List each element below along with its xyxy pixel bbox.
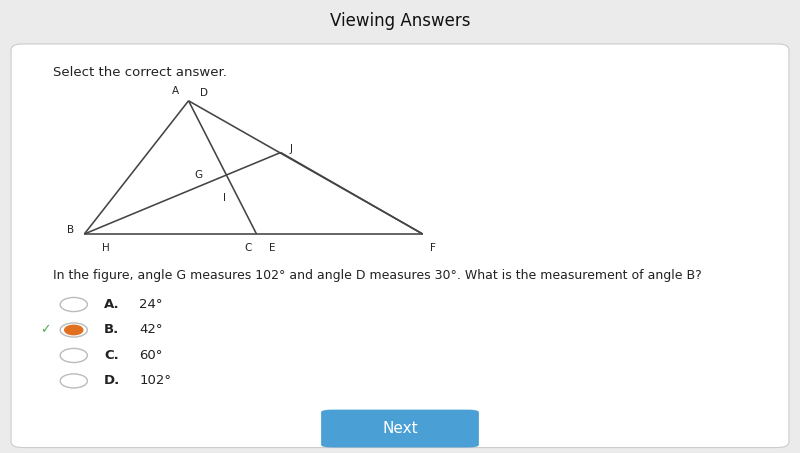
Text: A: A (172, 86, 179, 96)
FancyBboxPatch shape (11, 44, 789, 448)
Text: ✓: ✓ (40, 323, 50, 337)
Text: 60°: 60° (139, 349, 163, 362)
Text: 24°: 24° (139, 298, 163, 311)
Text: 102°: 102° (139, 375, 171, 387)
Text: D.: D. (104, 375, 120, 387)
Text: A.: A. (104, 298, 119, 311)
Text: 42°: 42° (139, 323, 163, 337)
Text: H: H (102, 243, 110, 253)
Text: I: I (223, 193, 226, 203)
Text: D: D (200, 87, 208, 98)
Text: C: C (245, 243, 252, 253)
Text: F: F (430, 243, 436, 253)
Circle shape (65, 325, 83, 335)
Text: Next: Next (382, 421, 418, 436)
Text: Viewing Answers: Viewing Answers (330, 12, 470, 30)
Text: E: E (269, 243, 275, 253)
Text: B.: B. (104, 323, 119, 337)
FancyBboxPatch shape (321, 410, 479, 448)
Text: Select the correct answer.: Select the correct answer. (53, 66, 226, 78)
Text: J: J (290, 145, 293, 154)
Text: C.: C. (104, 349, 118, 362)
Text: B: B (67, 225, 74, 235)
Text: G: G (194, 170, 203, 180)
Text: In the figure, angle G measures 102° and angle D measures 30°. What is the measu: In the figure, angle G measures 102° and… (53, 269, 702, 282)
